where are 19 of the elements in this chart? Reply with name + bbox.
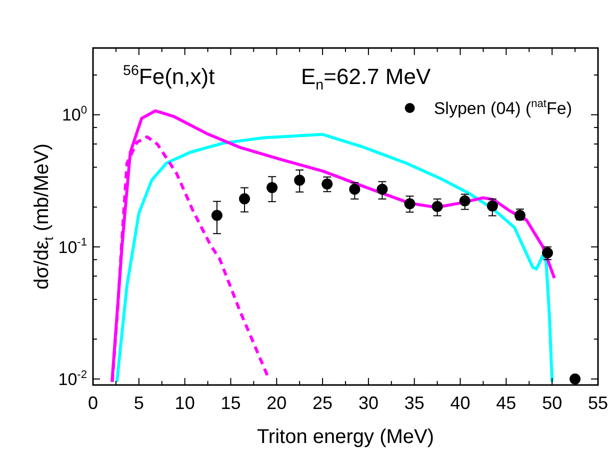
point — [486, 200, 498, 212]
point — [570, 373, 581, 384]
point — [211, 210, 222, 221]
x-tick-label: 10 — [174, 393, 195, 413]
point — [266, 182, 278, 194]
x-tick-label: 20 — [266, 393, 287, 413]
x-tick-label: 45 — [496, 393, 516, 413]
y-axis-title: dσ/dεt (mb/MeV) — [31, 143, 56, 290]
x-tick-label: 55 — [588, 393, 608, 413]
x-tick-label: 35 — [404, 393, 424, 413]
x-tick-label: 50 — [542, 393, 562, 413]
x-tick-label: 25 — [312, 393, 333, 413]
x-tick-label: 0 — [88, 393, 98, 413]
x-tick-label: 5 — [134, 393, 144, 413]
x-axis-title: Triton energy (MeV) — [256, 426, 434, 448]
point — [459, 195, 470, 206]
x-tick-label: 40 — [450, 393, 470, 413]
x-tick-label: 15 — [220, 393, 241, 413]
x-tick-label: 30 — [358, 393, 378, 413]
